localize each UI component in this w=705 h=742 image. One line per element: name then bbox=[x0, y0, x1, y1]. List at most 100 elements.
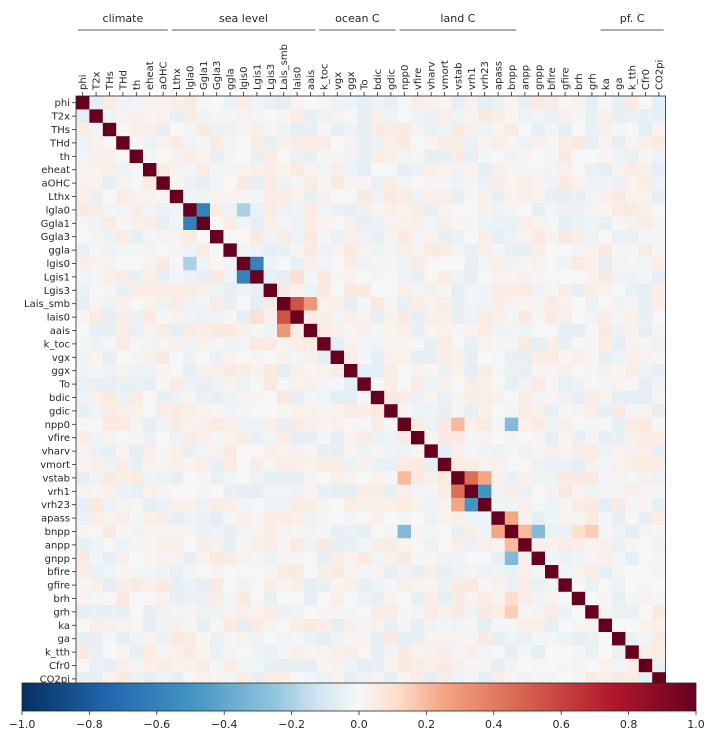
heatmap-cell bbox=[290, 350, 305, 365]
heatmap-cell bbox=[638, 109, 653, 124]
heatmap-cell bbox=[250, 297, 264, 311]
heatmap-cell bbox=[424, 444, 439, 459]
heatmap-cell bbox=[384, 122, 398, 137]
heatmap-cell bbox=[210, 163, 224, 177]
heatmap-cell bbox=[424, 578, 439, 593]
heatmap-cell bbox=[196, 122, 211, 137]
heatmap-cell bbox=[357, 431, 372, 445]
heatmap-cell bbox=[303, 618, 318, 633]
heatmap-cell bbox=[317, 471, 331, 485]
heatmap-cell bbox=[116, 390, 130, 405]
heatmap-cell bbox=[384, 632, 398, 646]
heatmap-cell bbox=[317, 310, 331, 325]
heatmap-cell bbox=[451, 364, 465, 378]
heatmap-cell bbox=[102, 243, 117, 258]
y-tick-label: gfire bbox=[47, 581, 70, 592]
heatmap-cell bbox=[317, 457, 331, 472]
heatmap-cell bbox=[290, 163, 305, 177]
heatmap-cell bbox=[183, 176, 197, 191]
heatmap-cell bbox=[250, 270, 264, 284]
heatmap-cell bbox=[545, 310, 559, 325]
heatmap-cell bbox=[531, 270, 546, 284]
heatmap-cell bbox=[397, 122, 412, 137]
heatmap-cell bbox=[223, 484, 238, 499]
heatmap-cell bbox=[504, 605, 519, 619]
heatmap-cell bbox=[545, 538, 559, 552]
heatmap-cell bbox=[411, 538, 425, 552]
heatmap-cell bbox=[491, 350, 506, 365]
heatmap-cell bbox=[317, 350, 331, 365]
colorbar-tick-label: 0.6 bbox=[552, 718, 570, 731]
heatmap-cell bbox=[290, 578, 305, 593]
heatmap-cell bbox=[344, 350, 358, 365]
heatmap-cell bbox=[625, 551, 640, 566]
heatmap-cell bbox=[625, 283, 640, 298]
heatmap-cell bbox=[411, 457, 425, 472]
heatmap-cell bbox=[424, 658, 439, 673]
heatmap-cell bbox=[411, 471, 425, 485]
heatmap-cell bbox=[478, 216, 492, 231]
heatmap-cell bbox=[290, 96, 305, 110]
heatmap-cell bbox=[196, 364, 211, 378]
heatmap-cell bbox=[571, 431, 586, 445]
heatmap-cell bbox=[518, 511, 532, 526]
heatmap-cell bbox=[478, 270, 492, 284]
heatmap-cell bbox=[102, 645, 117, 660]
heatmap-cell bbox=[397, 618, 412, 633]
heatmap-cell bbox=[277, 283, 291, 298]
heatmap-cell bbox=[116, 632, 130, 646]
heatmap-cell bbox=[183, 632, 197, 646]
heatmap-cell bbox=[102, 122, 117, 137]
heatmap-cell bbox=[250, 605, 264, 619]
heatmap-cell bbox=[317, 203, 331, 217]
heatmap-cell bbox=[303, 136, 318, 150]
heatmap-cell bbox=[370, 377, 385, 392]
heatmap-cell bbox=[491, 498, 506, 512]
y-tick-label: ka bbox=[58, 621, 70, 632]
heatmap-cell bbox=[129, 364, 144, 378]
heatmap-cell bbox=[330, 605, 345, 619]
heatmap-cell bbox=[143, 605, 157, 619]
heatmap-cell bbox=[437, 444, 452, 459]
heatmap-cell bbox=[384, 605, 398, 619]
heatmap-cell bbox=[143, 283, 157, 298]
heatmap-cell bbox=[290, 591, 305, 606]
heatmap-cell bbox=[437, 149, 452, 164]
y-tick-label: Lthx bbox=[48, 192, 70, 203]
heatmap-cell bbox=[464, 565, 479, 579]
heatmap-cell bbox=[585, 230, 599, 244]
heatmap-cell bbox=[156, 511, 171, 526]
heatmap-cell bbox=[143, 297, 157, 311]
heatmap-cell bbox=[183, 605, 197, 619]
heatmap-cell bbox=[330, 498, 345, 512]
heatmap-cell bbox=[196, 390, 211, 405]
heatmap-cell bbox=[263, 203, 278, 217]
heatmap-cell bbox=[303, 337, 318, 351]
heatmap-cell bbox=[518, 444, 532, 459]
heatmap-cell bbox=[357, 297, 372, 311]
heatmap-cell bbox=[357, 632, 372, 646]
heatmap-cell bbox=[143, 404, 157, 418]
heatmap-cell bbox=[531, 256, 546, 271]
heatmap-cell bbox=[196, 203, 211, 217]
heatmap-cell bbox=[612, 310, 626, 325]
heatmap-cell bbox=[357, 163, 372, 177]
heatmap-cell bbox=[491, 444, 506, 459]
heatmap-cell bbox=[478, 176, 492, 191]
heatmap-cell bbox=[652, 632, 666, 646]
heatmap-cell bbox=[129, 431, 144, 445]
heatmap-cell bbox=[263, 578, 278, 593]
heatmap-cell bbox=[491, 310, 506, 325]
heatmap-cell bbox=[196, 230, 211, 244]
heatmap-cell bbox=[424, 323, 439, 338]
heatmap-cell bbox=[116, 444, 130, 459]
heatmap-cell bbox=[504, 297, 519, 311]
heatmap-cell bbox=[411, 658, 425, 673]
heatmap-cell bbox=[545, 672, 559, 686]
heatmap-cell bbox=[518, 551, 532, 566]
heatmap-cell bbox=[277, 149, 291, 164]
heatmap-cell bbox=[464, 605, 479, 619]
heatmap-cell bbox=[478, 203, 492, 217]
heatmap-cell bbox=[437, 189, 452, 204]
heatmap-cell bbox=[370, 632, 385, 646]
